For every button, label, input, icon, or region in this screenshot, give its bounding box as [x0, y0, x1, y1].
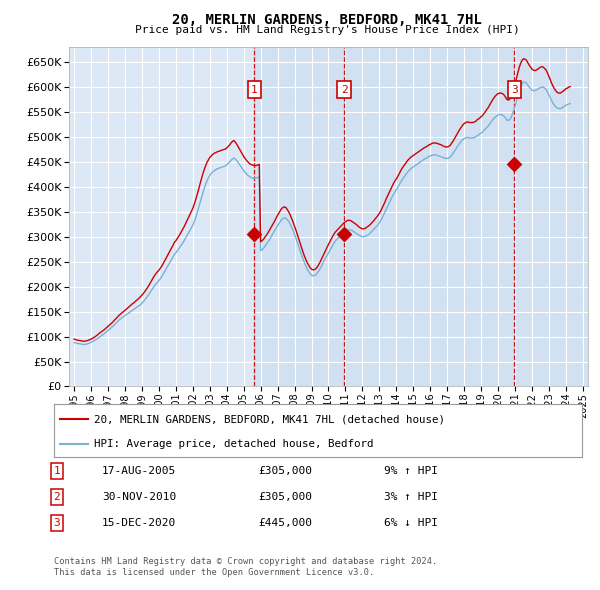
Text: Price paid vs. HM Land Registry's House Price Index (HPI): Price paid vs. HM Land Registry's House … — [134, 25, 520, 35]
Text: £305,000: £305,000 — [258, 466, 312, 476]
Text: 1: 1 — [53, 466, 61, 476]
Text: 30-NOV-2010: 30-NOV-2010 — [102, 492, 176, 502]
Text: 20, MERLIN GARDENS, BEDFORD, MK41 7HL: 20, MERLIN GARDENS, BEDFORD, MK41 7HL — [172, 13, 482, 27]
Text: 6% ↓ HPI: 6% ↓ HPI — [384, 518, 438, 527]
Text: This data is licensed under the Open Government Licence v3.0.: This data is licensed under the Open Gov… — [54, 568, 374, 577]
Text: £445,000: £445,000 — [258, 518, 312, 527]
Text: 3: 3 — [53, 518, 61, 527]
Text: 15-DEC-2020: 15-DEC-2020 — [102, 518, 176, 527]
Point — [340, 230, 349, 239]
Text: 3% ↑ HPI: 3% ↑ HPI — [384, 492, 438, 502]
Text: HPI: Average price, detached house, Bedford: HPI: Average price, detached house, Bedf… — [94, 439, 373, 449]
Text: 9% ↑ HPI: 9% ↑ HPI — [384, 466, 438, 476]
Text: 2: 2 — [53, 492, 61, 502]
Text: 1: 1 — [251, 84, 258, 94]
Bar — [514, 47, 588, 386]
Text: 3: 3 — [511, 84, 518, 94]
Point — [509, 160, 519, 169]
Point — [250, 230, 259, 239]
Text: £305,000: £305,000 — [258, 492, 312, 502]
Text: 20, MERLIN GARDENS, BEDFORD, MK41 7HL (detached house): 20, MERLIN GARDENS, BEDFORD, MK41 7HL (d… — [94, 414, 445, 424]
Text: 2: 2 — [341, 84, 347, 94]
Text: 17-AUG-2005: 17-AUG-2005 — [102, 466, 176, 476]
Bar — [344, 47, 514, 386]
Text: Contains HM Land Registry data © Crown copyright and database right 2024.: Contains HM Land Registry data © Crown c… — [54, 558, 437, 566]
Bar — [254, 47, 344, 386]
